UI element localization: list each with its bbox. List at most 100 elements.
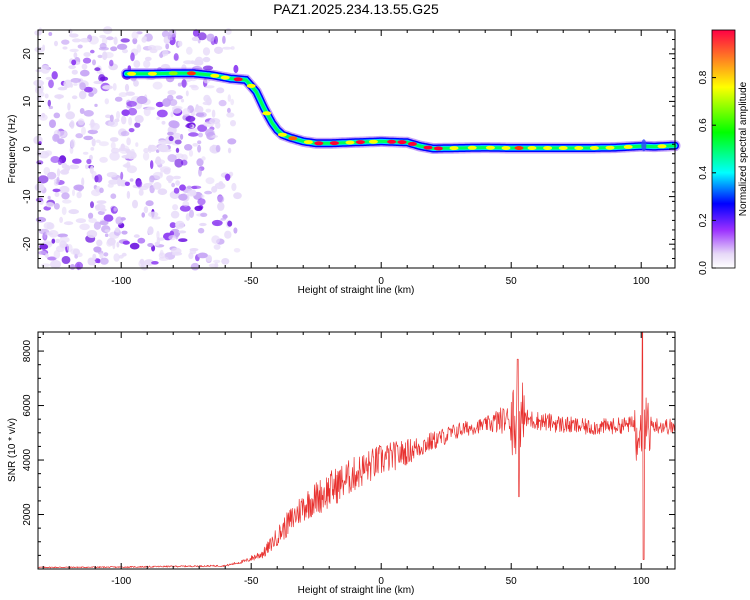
- heatmap-y-tick-label: 0: [22, 146, 33, 152]
- noise-blob: [54, 40, 58, 47]
- snr-x-tick-label: -50: [244, 576, 259, 587]
- noise-blob: [159, 166, 171, 173]
- ridge-hotspot: [501, 146, 511, 150]
- noise-blob: [121, 154, 132, 159]
- noise-blob: [153, 182, 162, 190]
- ridge-hotspot: [314, 141, 324, 146]
- noise-blob: [93, 221, 101, 230]
- noise-blob: [178, 230, 187, 234]
- ridge-hotspot: [147, 71, 157, 76]
- noise-blob: [136, 180, 143, 188]
- noise-blob: [146, 106, 155, 111]
- snr-x-tick-label: -100: [111, 576, 131, 587]
- noise-blob: [155, 156, 162, 166]
- noise-blob: [99, 34, 107, 39]
- noise-blob: [61, 162, 68, 169]
- noise-blob: [112, 83, 117, 91]
- ridge-hotspot: [186, 71, 196, 76]
- noise-blob: [215, 121, 221, 129]
- noise-blob: [174, 139, 182, 145]
- noise-blob: [129, 242, 140, 250]
- heatmap-y-tick-label: -10: [22, 189, 33, 204]
- colorbar-tick-label: 0.6: [698, 118, 709, 132]
- noise-blob: [87, 257, 95, 266]
- noise-blob: [180, 98, 185, 103]
- noise-blob: [92, 59, 96, 66]
- noise-blob: [103, 214, 114, 222]
- noise-blob: [91, 189, 101, 197]
- heatmap-x-tick-label: 100: [633, 276, 650, 287]
- heatmap-signal-ridge: [120, 67, 681, 154]
- noise-blob: [188, 252, 194, 260]
- noise-blob: [51, 71, 58, 80]
- noise-blob: [216, 87, 225, 94]
- colorbar-tick-label: 0.4: [698, 165, 709, 179]
- noise-blob: [104, 229, 111, 233]
- noise-blob: [108, 179, 119, 185]
- noise-blob: [103, 52, 114, 59]
- noise-blob: [72, 189, 75, 197]
- noise-blob: [184, 144, 193, 151]
- noise-blob: [121, 109, 130, 116]
- noise-blob: [126, 190, 131, 199]
- noise-blob: [211, 235, 220, 244]
- noise-blob: [57, 94, 62, 100]
- noise-blob: [181, 79, 187, 88]
- noise-blob: [81, 126, 86, 135]
- noise-blob: [115, 216, 124, 225]
- noise-blob: [168, 235, 177, 241]
- noise-blob: [172, 132, 181, 139]
- noise-blob: [47, 256, 57, 261]
- noise-blob: [45, 76, 53, 81]
- colorbar-tick-label: 0.8: [698, 70, 709, 84]
- noise-blob: [136, 44, 142, 53]
- noise-blob: [230, 98, 235, 106]
- noise-blob: [122, 49, 128, 54]
- noise-blob: [211, 186, 218, 193]
- noise-blob: [178, 193, 188, 201]
- noise-blob: [39, 243, 49, 250]
- noise-blob: [161, 30, 170, 38]
- noise-blob: [67, 102, 71, 111]
- heatmap-x-tick-label: 50: [506, 276, 518, 287]
- noise-blob: [225, 28, 232, 35]
- noise-blob: [124, 83, 130, 92]
- heatmap-x-tick-label: 0: [378, 276, 384, 287]
- noise-blob: [118, 145, 130, 154]
- noise-blob: [62, 199, 72, 204]
- noise-blob: [168, 29, 177, 38]
- noise-blob: [197, 140, 202, 145]
- noise-blob: [197, 124, 208, 132]
- noise-blob: [110, 46, 118, 52]
- noise-blob: [199, 222, 207, 227]
- noise-blob: [192, 29, 200, 37]
- noise-blob: [83, 86, 93, 93]
- noise-blob: [50, 259, 62, 269]
- noise-blob: [94, 67, 101, 72]
- noise-blob: [167, 131, 174, 136]
- noise-blob: [194, 56, 204, 66]
- noise-blob: [98, 74, 106, 83]
- noise-blob: [173, 187, 180, 194]
- noise-blob: [71, 38, 82, 43]
- noise-blob: [157, 188, 168, 195]
- noise-blob: [152, 81, 163, 90]
- snr-background: [38, 332, 675, 569]
- noise-blob: [143, 60, 151, 68]
- noise-blob: [178, 238, 188, 243]
- noise-blob: [162, 50, 169, 56]
- noise-blob: [109, 137, 119, 142]
- noise-blob: [218, 181, 224, 187]
- noise-blob: [203, 121, 214, 127]
- snr-x-tick-label: 50: [506, 576, 518, 587]
- noise-blob: [171, 182, 176, 188]
- noise-blob: [61, 256, 71, 264]
- noise-blob: [227, 94, 231, 102]
- noise-blob: [134, 122, 141, 128]
- noise-blob: [189, 248, 199, 252]
- noise-blob: [45, 253, 49, 258]
- noise-blob: [190, 262, 200, 271]
- noise-blob: [122, 240, 130, 245]
- noise-blob: [122, 164, 129, 168]
